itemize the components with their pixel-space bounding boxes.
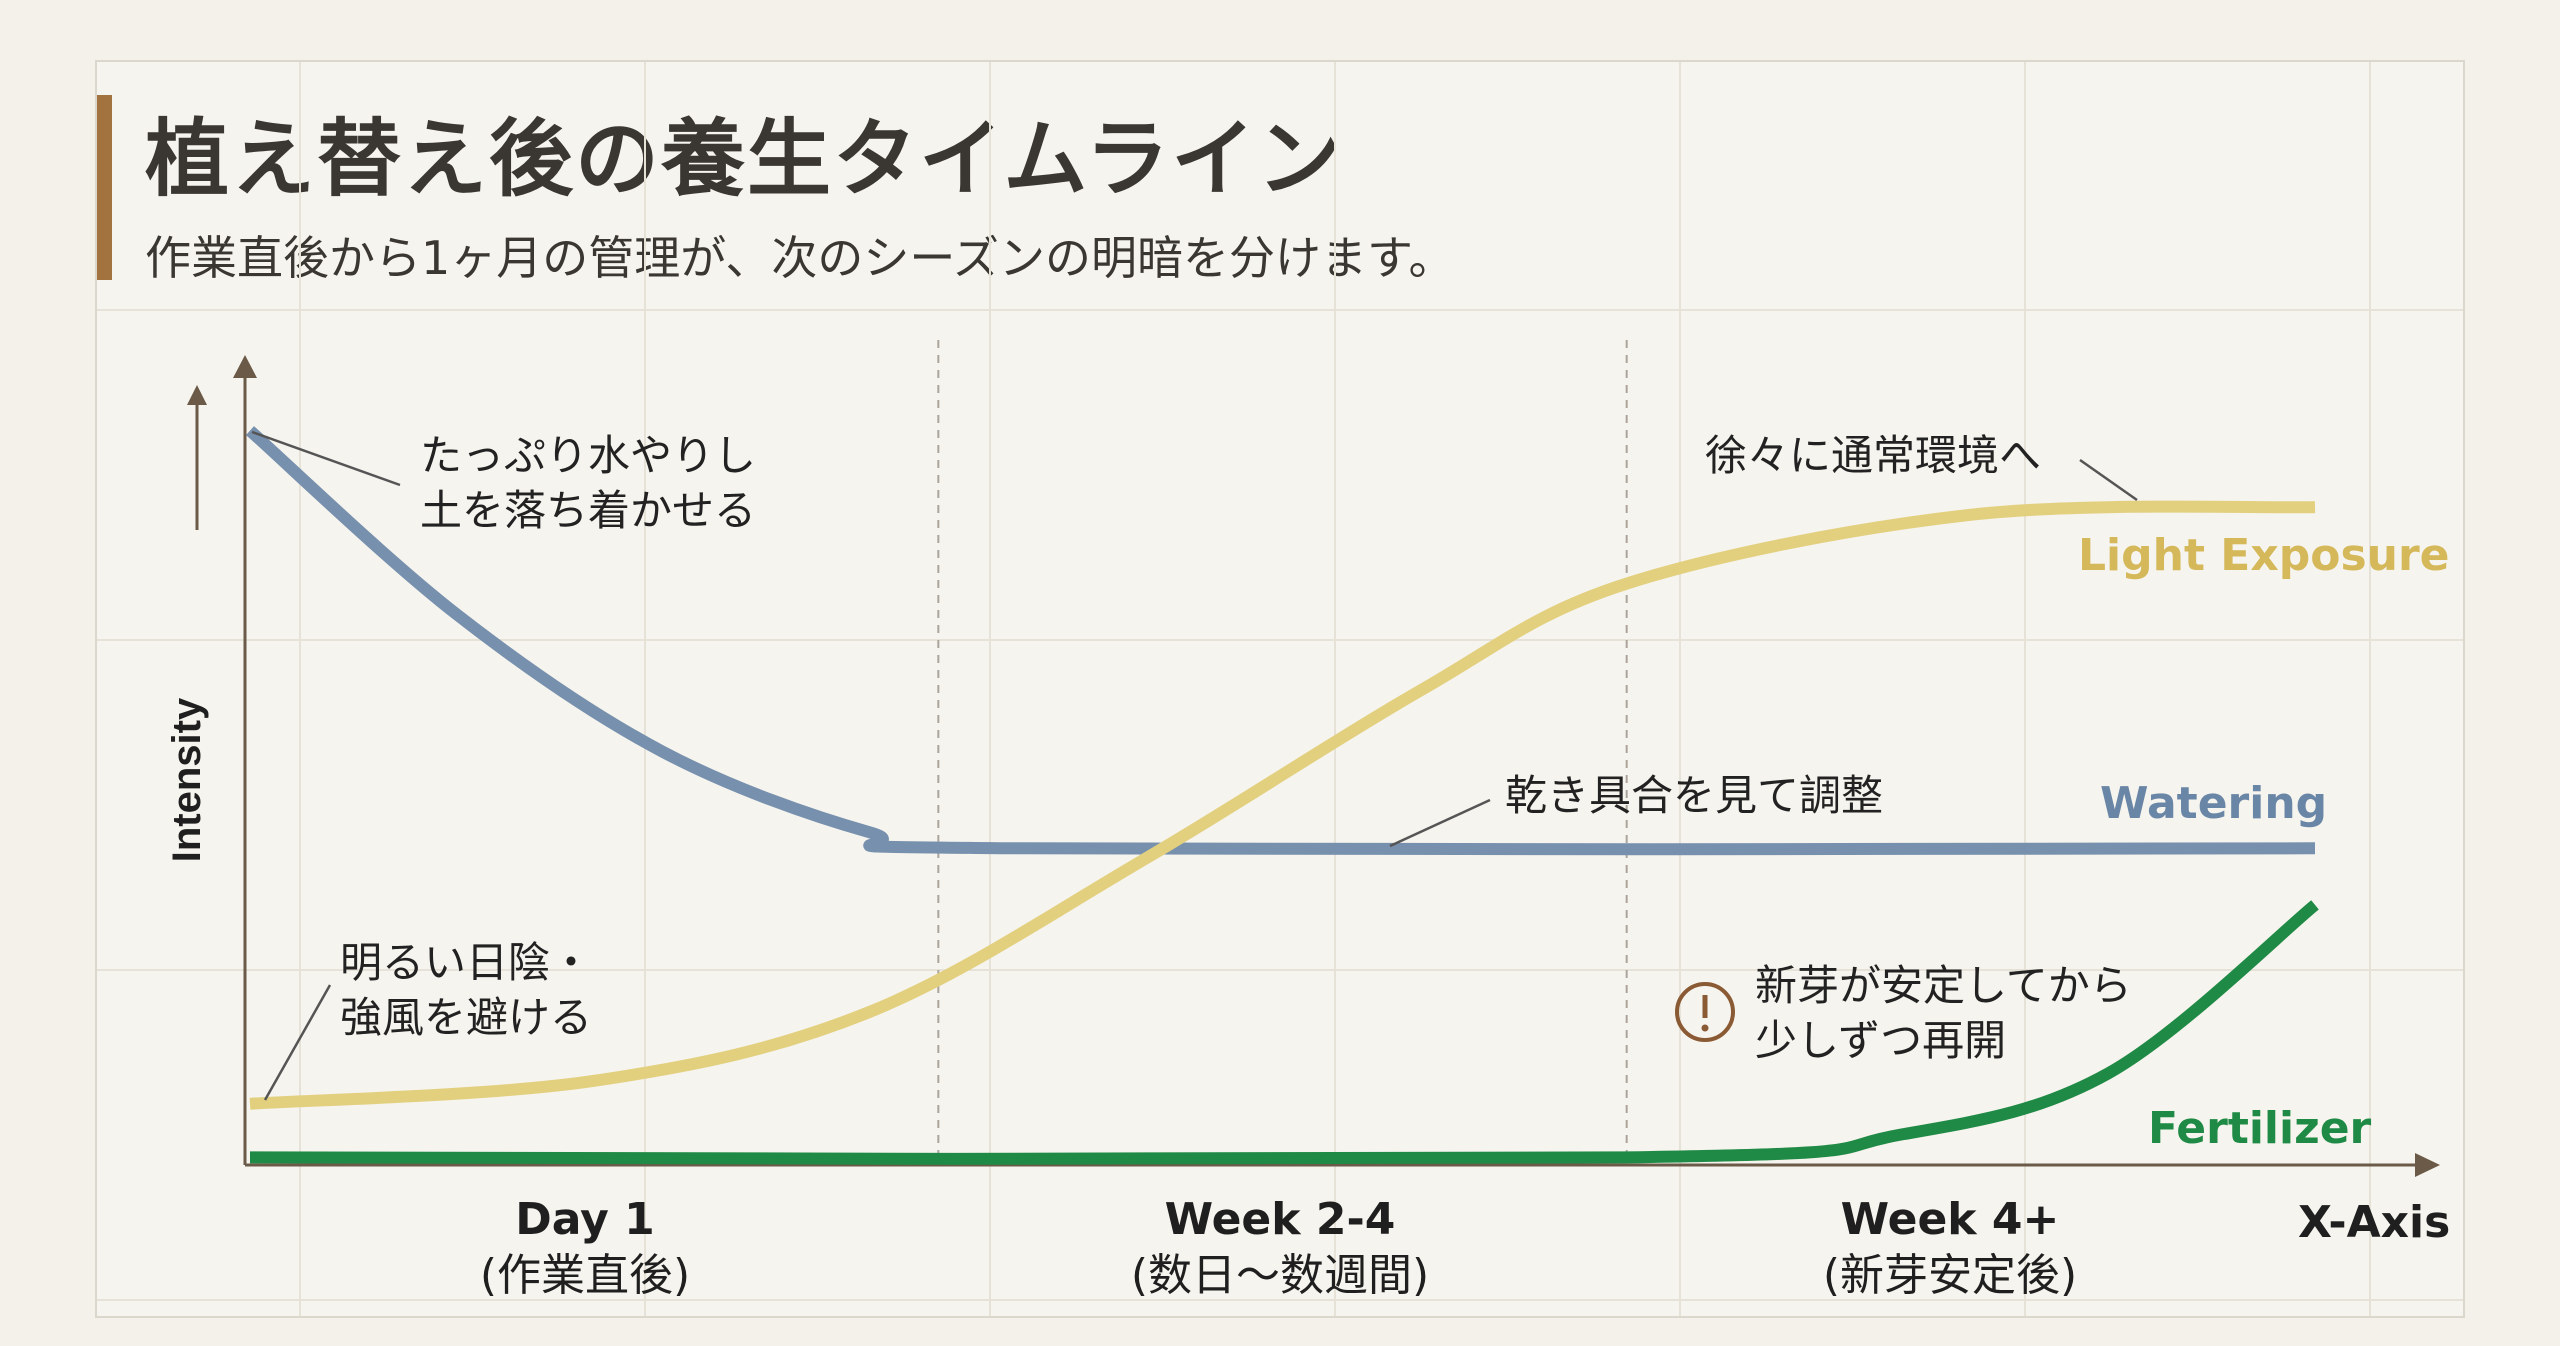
x-tick-week4plus: Week 4+ (新芽安定後)	[1700, 1192, 2200, 1304]
title-accent-bar	[97, 95, 112, 280]
annotation-line: 徐々に通常環境へ	[1705, 431, 2042, 480]
annotation-line: 土を落ち着かせる	[420, 486, 757, 535]
annotation-line: 新芽が安定してから	[1755, 961, 2132, 1010]
annotation-watering-start: たっぷり水やりし 土を落ち着かせる	[420, 428, 756, 538]
grid	[97, 62, 2463, 1316]
chart-subtitle: 作業直後から1ヶ月の管理が、次のシーズンの明暗を分けます。	[145, 231, 1455, 285]
series-line-fertilizer	[249, 900, 2319, 1166]
annotation-light-plateau: 徐々に通常環境へ	[1705, 428, 2041, 483]
axes	[187, 355, 2440, 1177]
legend-light-exposure: Light Exposure	[2078, 530, 2450, 581]
annotation-line: 強風を避ける	[340, 993, 593, 1042]
chart-card	[95, 60, 2465, 1318]
legend-watering: Watering	[2100, 778, 2328, 829]
x-tick-sublabel: (新芽安定後)	[1822, 1250, 2078, 1301]
x-tick-day1: Day 1 (作業直後)	[335, 1192, 835, 1304]
legend-fertilizer: Fertilizer	[2148, 1103, 2372, 1154]
x-axis-arrow	[2415, 1153, 2440, 1177]
leader-light-plateau	[2079, 458, 2138, 502]
annotation-watering-flat: 乾き具合を見て調整	[1505, 768, 1883, 823]
y-axis-label: Intensity	[165, 697, 209, 862]
x-tick-week2-4: Week 2-4 (数日〜数週間)	[1030, 1192, 1530, 1304]
phase-dividers	[937, 340, 1628, 1165]
x-tick-sublabel: (数日〜数週間)	[1130, 1250, 1430, 1301]
annotation-fertilizer: 新芽が安定してから 少しずつ再開	[1755, 958, 2132, 1068]
annotation-line: 明るい日陰・	[340, 938, 593, 987]
series-line-light-exposure	[249, 500, 2316, 1110]
x-axis-label: X-Axis	[2298, 1197, 2451, 1248]
x-tick-label: Week 4+	[1840, 1194, 2060, 1245]
annotation-light-start: 明るい日陰・ 強風を避ける	[340, 935, 592, 1045]
x-tick-label: Week 2-4	[1164, 1194, 1396, 1245]
ylabel-arrow-head	[187, 385, 207, 405]
leader-watering-start	[251, 430, 401, 487]
x-tick-sublabel: (作業直後)	[479, 1250, 691, 1301]
y-axis-arrow	[233, 355, 257, 378]
leader-light-start	[263, 984, 332, 1101]
chart-title: 植え替え後の養生タイムライン	[145, 110, 1344, 208]
annotation-leaders	[251, 430, 2138, 1101]
annotation-line: 乾き具合を見て調整	[1505, 771, 1884, 820]
warning-icon	[1675, 982, 1735, 1042]
annotation-line: 少しずつ再開	[1755, 1016, 2007, 1065]
series-line-watering	[246, 426, 2316, 856]
leader-watering-flat	[1389, 798, 1491, 848]
annotation-line: たっぷり水やりし	[420, 431, 757, 480]
x-tick-label: Day 1	[515, 1194, 655, 1245]
